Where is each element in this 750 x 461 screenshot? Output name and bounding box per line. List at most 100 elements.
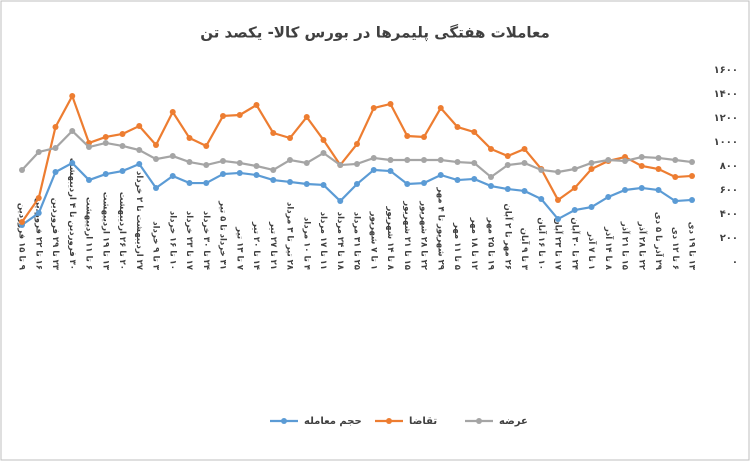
data-point	[69, 160, 76, 166]
y-tick-label: ۴۰۰	[720, 209, 738, 220]
data-point	[622, 187, 628, 193]
data-point	[102, 171, 109, 178]
data-point	[488, 145, 494, 152]
x-tick-label: ۴ تا ۱۰ مرداد	[301, 217, 311, 270]
x-tick-label: ۱۷ تا ۲۳ خرداد	[184, 211, 194, 271]
x-tick-label: ۳ تا ۹ خرداد	[151, 221, 161, 271]
data-point	[488, 174, 494, 181]
data-point	[270, 130, 277, 136]
data-point	[672, 198, 679, 205]
y-tick-label: ۶۰۰	[720, 185, 738, 196]
data-point	[203, 180, 210, 187]
data-point	[571, 166, 578, 172]
data-point	[555, 169, 561, 175]
data-point	[354, 160, 360, 167]
data-point	[337, 198, 344, 205]
data-point	[488, 183, 494, 190]
data-point	[320, 136, 327, 143]
legend-label: تقاضا	[409, 416, 437, 427]
data-point	[354, 181, 360, 187]
data-point	[521, 187, 528, 194]
data-point	[370, 154, 377, 161]
data-point	[19, 166, 25, 173]
data-point	[320, 181, 327, 188]
legend-marker	[476, 418, 482, 424]
data-point	[153, 156, 159, 163]
data-point	[504, 162, 511, 169]
data-point	[571, 207, 578, 214]
data-point	[437, 157, 444, 163]
data-point	[672, 174, 679, 181]
data-point	[320, 150, 327, 157]
x-tick-label: ۲۱ تا ۲۷ تیر	[268, 221, 278, 270]
data-point	[504, 153, 511, 160]
data-point	[437, 172, 444, 178]
x-tick-label: ۱۶ تا ۲۲ فروردین	[33, 198, 43, 270]
data-point	[186, 159, 193, 166]
x-tick-label: ۲۲ تا ۲۸ شهریور	[419, 200, 429, 271]
data-point	[471, 160, 478, 166]
data-point	[387, 100, 394, 107]
x-tick-label: ۲۹ آذر تا ۵ دی	[653, 212, 665, 271]
y-tick-label: ۱۲۰۰	[714, 113, 738, 124]
data-point	[471, 175, 478, 182]
data-point	[454, 124, 461, 130]
data-point	[35, 210, 42, 217]
data-point	[220, 171, 226, 178]
data-point	[19, 219, 25, 226]
data-point	[186, 180, 193, 187]
data-point	[421, 133, 427, 140]
data-point	[169, 109, 176, 115]
data-point	[605, 157, 612, 163]
data-point	[270, 166, 277, 173]
data-point	[203, 142, 210, 149]
data-point	[253, 163, 260, 169]
y-tick-label: ۱۰۰۰	[714, 137, 738, 148]
data-point	[655, 187, 662, 193]
data-point	[220, 157, 226, 164]
data-point	[404, 133, 411, 139]
data-point	[421, 157, 427, 163]
legend-label: حجم معامله	[304, 416, 362, 427]
data-point	[337, 162, 344, 169]
data-point	[370, 105, 377, 112]
data-point	[605, 193, 612, 200]
x-tick-label: ۳۰ فروردین تا ۴ اردیبهشت	[67, 158, 77, 270]
data-point	[287, 135, 293, 142]
data-point	[387, 157, 394, 163]
x-tick-label: ۱۰ تا ۱۶ خرداد	[167, 211, 177, 270]
data-point	[236, 160, 243, 166]
data-point	[186, 135, 193, 142]
data-point	[387, 168, 394, 175]
y-tick-label: ۲۰۰	[720, 233, 738, 244]
legend-marker	[386, 418, 392, 424]
data-point	[153, 142, 159, 148]
data-point	[370, 166, 377, 173]
data-point	[35, 148, 42, 155]
data-point	[454, 177, 461, 184]
x-tick-label: ۲۰ تا ۲۶ اردیبهشت	[117, 192, 127, 270]
x-tick-label: ۲۲ تا ۲۸ آذر	[636, 221, 648, 271]
data-point	[638, 154, 645, 160]
data-point	[253, 172, 260, 178]
data-point	[220, 112, 226, 119]
x-tick-label: ۹ تا ۱۵ فروردین	[17, 203, 27, 271]
x-tick-label: ۱۴ تا ۲۰ تیر	[251, 221, 261, 270]
legend-label: عرضه	[499, 416, 528, 427]
data-point	[689, 159, 695, 166]
data-point	[655, 154, 662, 161]
data-point	[588, 160, 595, 166]
data-point	[52, 124, 59, 130]
data-point	[119, 130, 126, 137]
x-tick-label: ۲۹ شهریور تا ۴ مهر	[435, 186, 445, 270]
data-point	[69, 93, 76, 100]
x-tick-label: ۸ تا ۱۴ آذر	[603, 226, 615, 271]
chart-title: معاملات هفتگی پلیمرها در بورس کالا- یکصد…	[200, 24, 550, 43]
x-tick-label: ۱۳ تا ۱۹ دی	[687, 222, 697, 271]
x-tick-label: ۱۵ تا ۲۱ آذر	[620, 221, 632, 270]
data-point	[571, 184, 578, 191]
data-point	[689, 172, 695, 179]
y-tick-label: ۱۴۰۰	[714, 89, 738, 100]
